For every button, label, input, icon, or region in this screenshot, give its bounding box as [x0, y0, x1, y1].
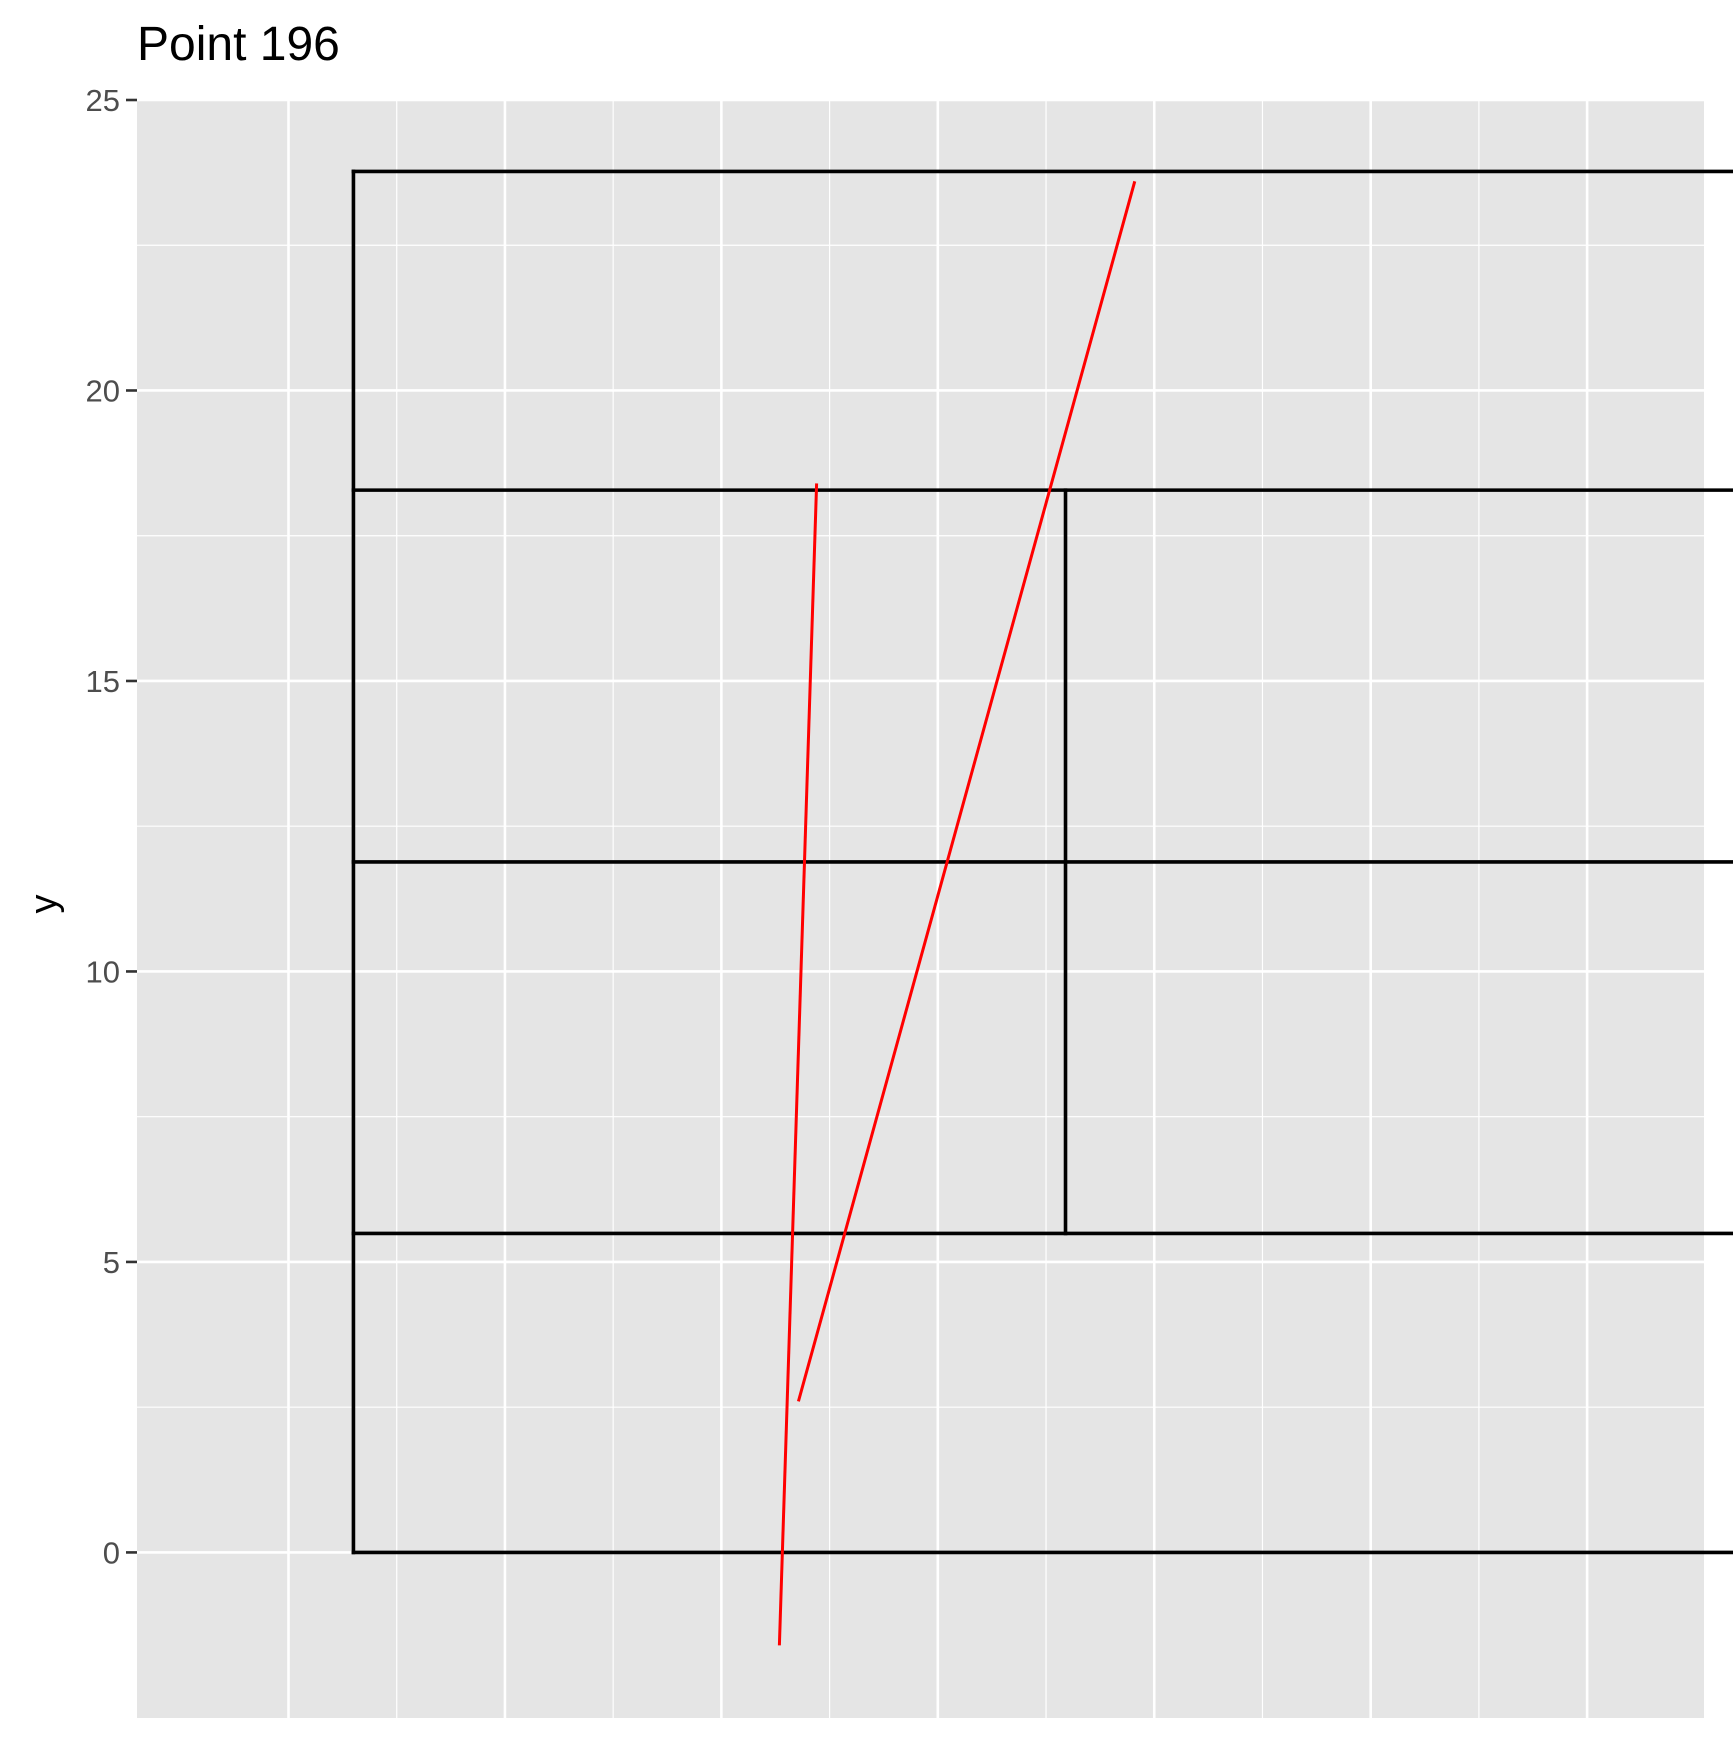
trajectory-line	[777, 483, 819, 1646]
y-tick-label: 5	[103, 1245, 120, 1280]
grid-minor-lines	[137, 100, 1704, 1718]
y-tick-label: 25	[86, 83, 120, 118]
trajectory-line	[796, 180, 1137, 1402]
y-axis-title: y	[23, 895, 65, 914]
y-tick-label: 0	[103, 1535, 120, 1570]
series-layer	[777, 180, 1137, 1646]
y-axis: 0 5 10 15 20 25	[86, 83, 137, 1570]
plot-panel	[137, 100, 1704, 1718]
y-tick-label: 20	[86, 373, 120, 408]
y-tick-label: 15	[86, 664, 120, 699]
y-tick-label: 10	[86, 954, 120, 989]
grid-major-lines	[137, 98, 1704, 1718]
court-outline	[351, 169, 1733, 1555]
chart-title: Point 196	[137, 18, 340, 71]
